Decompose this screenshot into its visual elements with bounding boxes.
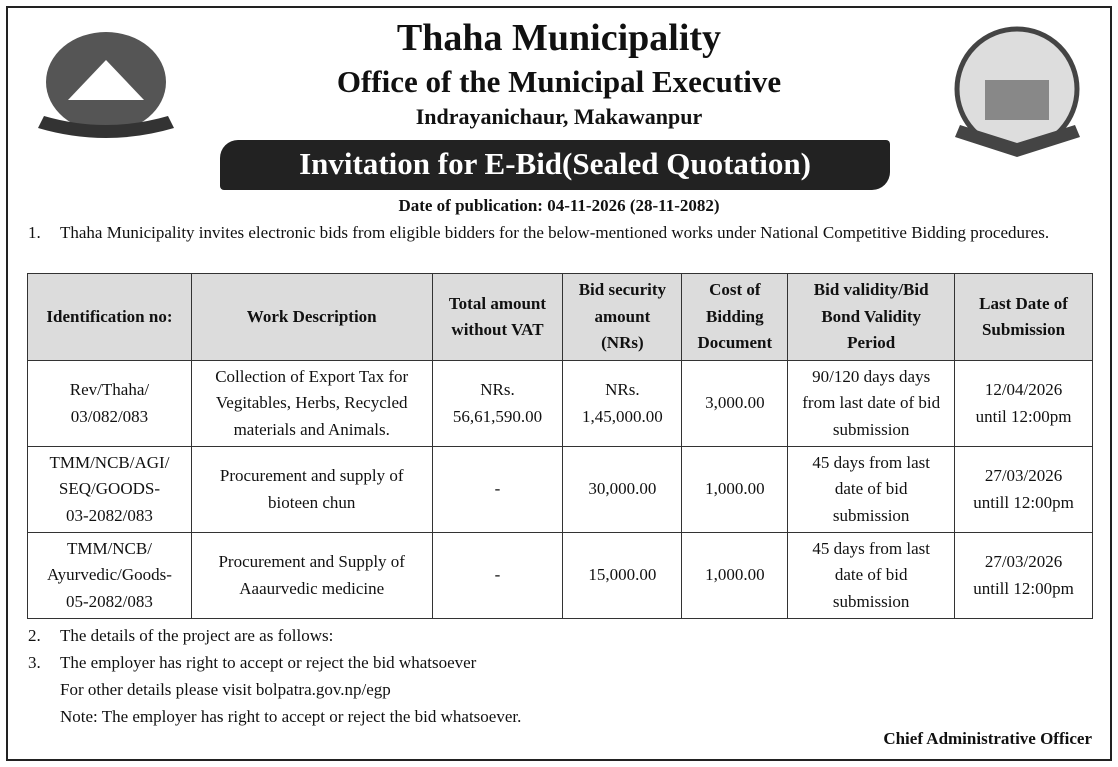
table-cell: 27/03/2026 untill 12:00pm [954,446,1093,533]
item-number: 3. [28,653,41,672]
table-row: TMM/NCB/ Ayurvedic/Goods- 05-2082/083 Pro… [27,532,1093,619]
publication-date: Date of publication: 04-11-2026 (28-11-2… [398,196,720,215]
table-cell: TMM/NCB/ Ayurvedic/Goods- 05-2082/083 [27,532,192,619]
table-cell: Procurement and supply of bioteen chun [190,446,433,533]
note-text: Note: The employer has right to accept o… [60,707,522,726]
table-cell: 27/03/2026 untill 12:00pm [954,532,1093,619]
table-cell: Collection of Export Tax for Vegitables,… [190,360,433,447]
header-cell: Last Date of Submission [954,273,1093,361]
table-cell: - [431,532,564,619]
table-cell: NRs. 56,61,590.00 [431,360,564,447]
table-row: TMM/NCB/AGI/ SEQ/GOODS- 03-2082/083 Procu… [27,446,1093,533]
header-cell: Bid validity/Bid Bond Validity Period [787,273,956,361]
table-cell: 1,000.00 [681,532,789,619]
table-cell: Procurement and Supply of Aaaurvedic med… [190,532,433,619]
header-cell: Total amount without VAT [431,273,564,361]
table-cell: 45 days from last date of bid submission [787,446,956,533]
note-text: The employer has right to accept or reje… [60,653,477,672]
table-cell: NRs. 1,45,000.00 [562,360,683,447]
table-cell: - [431,446,564,533]
table-cell: 12/04/2026 until 12:00pm [954,360,1093,447]
table-cell: 15,000.00 [562,532,683,619]
logo-left [38,32,174,138]
table-row: Rev/Thaha/ 03/082/083 Collection of Expor… [27,360,1093,447]
table-cell: 90/120 days days from last date of bid s… [787,360,956,447]
frame [6,6,1112,761]
table-cell: 30,000.00 [562,446,683,533]
header-cell: Bid security amount (NRs) [562,273,683,361]
bid-table: Identification no: Work Description Total … [27,273,1093,619]
table-cell: TMM/NCB/AGI/ SEQ/GOODS- 03-2082/083 [27,446,192,533]
title: Thaha Municipality [396,17,722,59]
header-cell: Work Description [190,273,433,361]
banner: Invitation for E-Bid(Sealed Quotation) [220,140,890,190]
note-text: The details of the project are as follow… [60,626,334,645]
logo-right [954,26,1080,157]
item-number: 2. [28,626,41,645]
intro-text: Thaha Municipality invites electronic bi… [60,223,1050,242]
address: Indrayanichaur, Makawanpur [415,104,703,129]
note-text: For other details please visit bolpatra.… [60,680,391,699]
subtitle: Office of the Municipal Executive [336,64,782,99]
table-cell: 3,000.00 [681,360,789,447]
table-cell: Rev/Thaha/ 03/082/083 [27,360,192,447]
header-row: Identification no: Work Description Total … [27,273,1093,361]
item-number: 1. [28,223,41,242]
header-cell: Identification no: [27,273,192,361]
table-cell: 45 days from last date of bid submission [787,532,956,619]
signature: Chief Administrative Officer [883,729,1092,748]
table-cell: 1,000.00 [681,446,789,533]
header-cell: Cost of Bidding Document [681,273,789,361]
